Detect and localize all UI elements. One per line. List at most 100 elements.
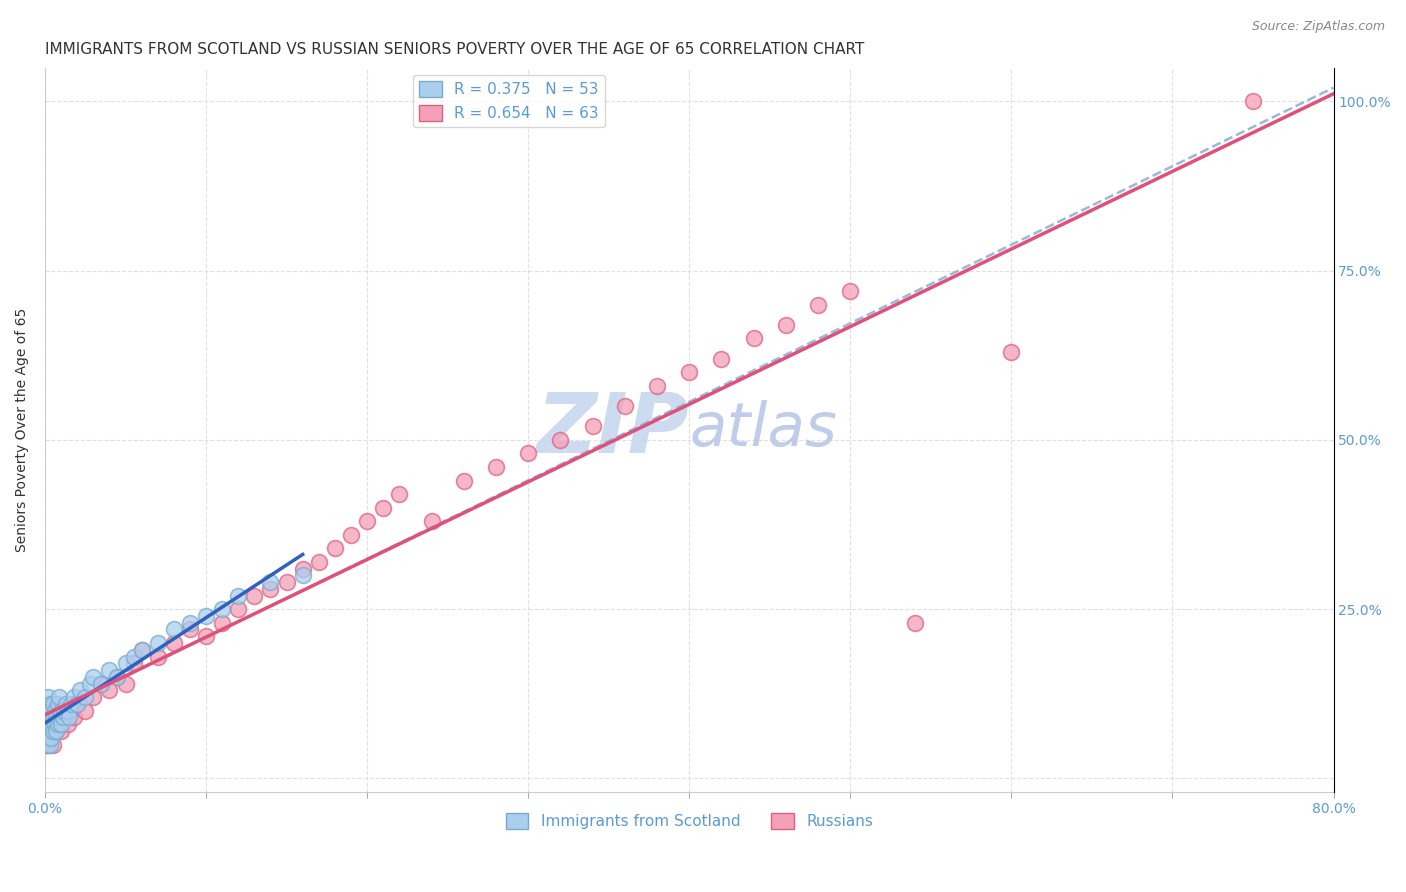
Point	[98, 683, 121, 698]
Point	[59, 704, 82, 718]
Point	[146, 649, 169, 664]
Point	[107, 670, 129, 684]
Point	[52, 710, 75, 724]
Point	[373, 500, 395, 515]
Point	[291, 568, 314, 582]
Point	[37, 690, 59, 705]
Point	[49, 717, 72, 731]
Point	[35, 710, 58, 724]
Point	[42, 710, 65, 724]
Point	[41, 731, 63, 745]
Point	[69, 683, 91, 698]
Point	[122, 649, 145, 664]
Point	[226, 602, 249, 616]
Point	[195, 629, 218, 643]
Point	[75, 704, 97, 718]
Point	[37, 731, 59, 745]
Point	[41, 717, 63, 731]
Point	[41, 717, 63, 731]
Point	[49, 724, 72, 739]
Point	[38, 710, 60, 724]
Point	[42, 724, 65, 739]
Point	[243, 589, 266, 603]
Point	[45, 710, 67, 724]
Point	[645, 379, 668, 393]
Point	[56, 717, 79, 731]
Point	[276, 575, 298, 590]
Point	[66, 697, 89, 711]
Point	[904, 615, 927, 630]
Point	[41, 704, 63, 718]
Point	[53, 704, 76, 718]
Point	[775, 318, 797, 332]
Point	[38, 738, 60, 752]
Point	[46, 697, 69, 711]
Point	[46, 710, 69, 724]
Point	[742, 331, 765, 345]
Text: Source: ZipAtlas.com: Source: ZipAtlas.com	[1251, 20, 1385, 33]
Point	[35, 724, 58, 739]
Point	[46, 717, 69, 731]
Point	[45, 724, 67, 739]
Point	[63, 690, 86, 705]
Point	[453, 474, 475, 488]
Point	[53, 710, 76, 724]
Point	[55, 697, 77, 711]
Point	[42, 724, 65, 739]
Point	[63, 710, 86, 724]
Point	[44, 717, 66, 731]
Point	[37, 724, 59, 739]
Text: ZIP: ZIP	[537, 389, 689, 470]
Point	[98, 663, 121, 677]
Point	[146, 636, 169, 650]
Point	[122, 657, 145, 671]
Point	[163, 636, 186, 650]
Point	[179, 615, 201, 630]
Point	[211, 615, 233, 630]
Point	[58, 710, 80, 724]
Point	[613, 399, 636, 413]
Point	[41, 731, 63, 745]
Point	[259, 575, 281, 590]
Point	[56, 704, 79, 718]
Point	[356, 514, 378, 528]
Point	[38, 724, 60, 739]
Point	[163, 623, 186, 637]
Point	[37, 710, 59, 724]
Point	[114, 657, 136, 671]
Point	[37, 717, 59, 731]
Point	[48, 717, 70, 731]
Point	[323, 541, 346, 556]
Point	[35, 738, 58, 752]
Text: atlas: atlas	[689, 401, 837, 459]
Point	[37, 704, 59, 718]
Point	[66, 697, 89, 711]
Point	[114, 676, 136, 690]
Point	[42, 738, 65, 752]
Point	[226, 589, 249, 603]
Point	[45, 724, 67, 739]
Point	[420, 514, 443, 528]
Point	[59, 697, 82, 711]
Point	[107, 670, 129, 684]
Text: IMMIGRANTS FROM SCOTLAND VS RUSSIAN SENIORS POVERTY OVER THE AGE OF 65 CORRELATI: IMMIGRANTS FROM SCOTLAND VS RUSSIAN SENI…	[45, 42, 865, 57]
Point	[581, 419, 603, 434]
Point	[44, 717, 66, 731]
Point	[259, 582, 281, 596]
Point	[291, 561, 314, 575]
Point	[38, 710, 60, 724]
Point	[710, 351, 733, 366]
Point	[308, 555, 330, 569]
Point	[1000, 345, 1022, 359]
Point	[90, 676, 112, 690]
Point	[485, 460, 508, 475]
Point	[42, 697, 65, 711]
Point	[35, 704, 58, 718]
Point	[388, 487, 411, 501]
Point	[79, 676, 101, 690]
Point	[90, 676, 112, 690]
Legend: Immigrants from Scotland, Russians: Immigrants from Scotland, Russians	[499, 807, 879, 835]
Point	[49, 704, 72, 718]
Point	[38, 697, 60, 711]
Point	[35, 717, 58, 731]
